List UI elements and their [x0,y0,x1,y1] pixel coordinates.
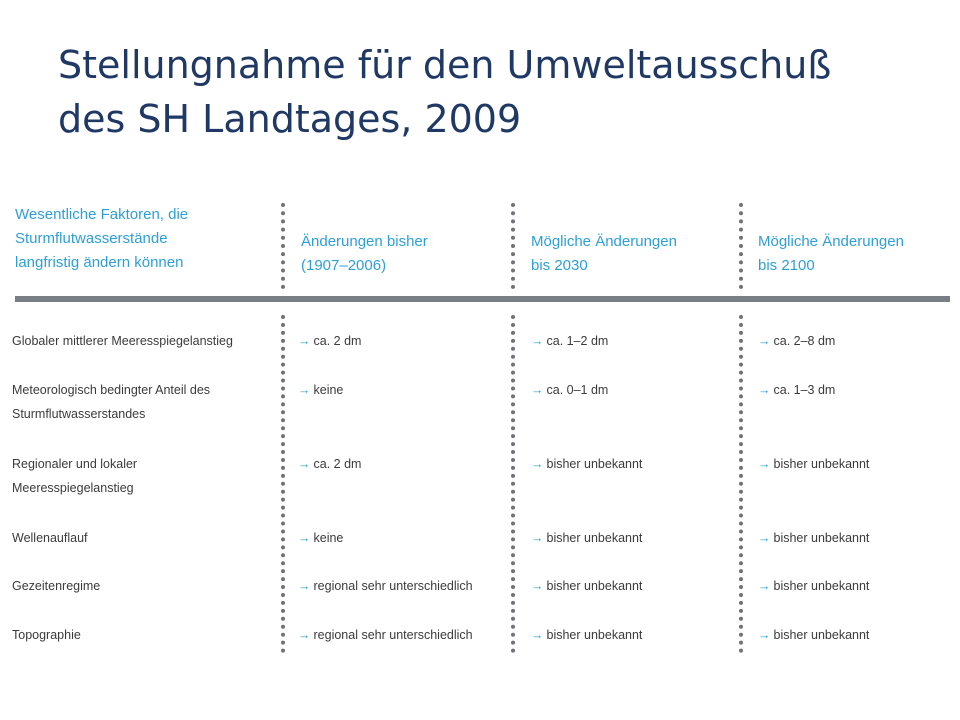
header-2030-line-2: bis 2030 [531,257,588,274]
row-label-line: Meeresspiegelanstieg [12,481,134,495]
table-row-label: Wellenauflauf [12,526,88,550]
cell-value: bisher unbekannt [773,531,870,545]
cell-value: ca. 2 dm [313,457,362,471]
table-cell-2030: → bisher unbekannt [531,623,642,647]
cell-value: bisher unbekannt [546,628,643,642]
table-cell-2100: → ca. 1–3 dm [758,378,835,402]
cell-value: keine [313,383,344,397]
arrow-right-icon: → [531,334,544,348]
table-cell-bisher: → regional sehr unterschiedlich [298,623,473,647]
column-separator [281,203,285,289]
cell-value: bisher unbekannt [546,579,643,593]
table-cell-2030: → ca. 1–2 dm [531,329,608,353]
cell-value: ca. 1–3 dm [773,383,836,397]
row-label-line: Topographie [12,628,81,642]
cell-value: bisher unbekannt [546,531,643,545]
cell-value: bisher unbekannt [546,457,643,471]
arrow-right-icon: → [298,628,311,642]
header-factors-line-1: Wesentliche Faktoren, die [15,206,189,223]
cell-value: bisher unbekannt [773,579,870,593]
arrow-right-icon: → [758,531,771,545]
header-2030: Mögliche Änderungen bis 2030 [531,230,677,278]
row-label-line: Wellenauflauf [12,531,88,545]
header-2100-line-2: bis 2100 [758,257,815,274]
arrow-right-icon: → [531,579,544,593]
arrow-right-icon: → [298,457,311,471]
header-bisher-line-1: Änderungen bisher [301,233,428,250]
arrow-right-icon: → [758,383,771,397]
arrow-right-icon: → [758,457,771,471]
arrow-right-icon: → [531,531,544,545]
header-bisher-line-2: (1907–2006) [301,257,387,274]
header-2100-line-1: Mögliche Änderungen [758,233,904,250]
header-2030-line-1: Mögliche Änderungen [531,233,677,250]
table-cell-2100: → bisher unbekannt [758,526,869,550]
cell-value: keine [313,531,344,545]
cell-value: regional sehr unterschiedlich [313,579,473,593]
table-cell-bisher: → keine [298,526,343,550]
table-cell-2100: → ca. 2–8 dm [758,329,835,353]
factors-table: Wesentliche Faktoren, die Sturmflutwasse… [0,195,960,655]
table-row-label: Regionaler und lokaler Meeresspiegelanst… [12,452,137,500]
table-cell-bisher: → regional sehr unterschiedlich [298,574,473,598]
cell-value: bisher unbekannt [773,457,870,471]
column-separator [511,315,515,653]
arrow-right-icon: → [531,383,544,397]
arrow-right-icon: → [758,579,771,593]
header-factors-line-2: Sturmflutwasserstände [15,230,168,247]
arrow-right-icon: → [531,628,544,642]
cell-value: ca. 2 dm [313,334,362,348]
column-separator [739,315,743,653]
table-cell-2030: → bisher unbekannt [531,526,642,550]
column-separator [511,203,515,289]
arrow-right-icon: → [298,531,311,545]
column-separator [281,315,285,653]
row-label-line: Regionaler und lokaler [12,457,138,471]
table-cell-2100: → bisher unbekannt [758,452,869,476]
arrow-right-icon: → [758,628,771,642]
table-row-label: Globaler mittlerer Meeresspiegelanstieg [12,329,233,353]
slide-title-line-2: des SH Landtages, 2009 [58,97,522,141]
cell-value: ca. 1–2 dm [546,334,609,348]
row-label-line: Meteorologisch bedingter Anteil des [12,383,211,397]
arrow-right-icon: → [298,383,311,397]
column-separator [739,203,743,289]
slide-title-line-1: Stellungnahme für den Umweltausschuß [58,43,832,87]
table-cell-bisher: → keine [298,378,343,402]
cell-value: regional sehr unterschiedlich [313,628,473,642]
cell-value: ca. 2–8 dm [773,334,836,348]
table-cell-2100: → bisher unbekannt [758,574,869,598]
table-cell-2030: → bisher unbekannt [531,574,642,598]
slide-title: Stellungnahme für den Umweltausschuß des… [58,38,918,146]
table-cell-2100: → bisher unbekannt [758,623,869,647]
table-cell-bisher: → ca. 2 dm [298,329,361,353]
header-factors: Wesentliche Faktoren, die Sturmflutwasse… [15,203,188,275]
header-bisher: Änderungen bisher (1907–2006) [301,230,428,278]
table-row-label: Meteorologisch bedingter Anteil des Stur… [12,378,210,426]
cell-value: bisher unbekannt [773,628,870,642]
header-divider [15,296,950,302]
header-factors-line-3: langfristig ändern können [15,254,184,271]
table-cell-2030: → bisher unbekannt [531,452,642,476]
arrow-right-icon: → [298,334,311,348]
row-label-line: Sturmflutwasserstandes [12,407,146,421]
arrow-right-icon: → [758,334,771,348]
table-cell-bisher: → ca. 2 dm [298,452,361,476]
row-label-line: Globaler mittlerer Meeresspiegelanstieg [12,334,233,348]
arrow-right-icon: → [298,579,311,593]
table-row-label: Gezeitenregime [12,574,100,598]
header-2100: Mögliche Änderungen bis 2100 [758,230,904,278]
row-label-line: Gezeitenregime [12,579,101,593]
table-cell-2030: → ca. 0–1 dm [531,378,608,402]
table-row-label: Topographie [12,623,81,647]
arrow-right-icon: → [531,457,544,471]
cell-value: ca. 0–1 dm [546,383,609,397]
